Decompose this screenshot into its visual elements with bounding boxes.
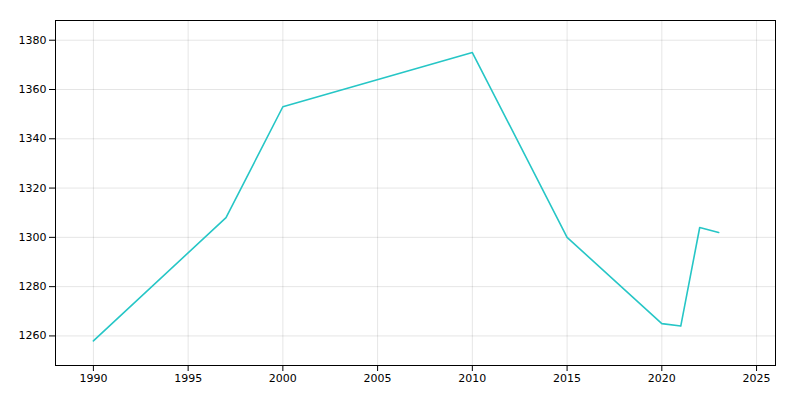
svg-text:2025: 2025 — [743, 372, 771, 385]
svg-text:1380: 1380 — [19, 34, 47, 47]
svg-text:1360: 1360 — [19, 83, 47, 96]
svg-text:1995: 1995 — [174, 372, 202, 385]
svg-text:2000: 2000 — [269, 372, 297, 385]
svg-text:2005: 2005 — [364, 372, 392, 385]
svg-text:2010: 2010 — [458, 372, 486, 385]
svg-text:1280: 1280 — [19, 280, 47, 293]
svg-text:1320: 1320 — [19, 182, 47, 195]
svg-text:2020: 2020 — [648, 372, 676, 385]
svg-text:1340: 1340 — [19, 132, 47, 145]
svg-text:1300: 1300 — [19, 231, 47, 244]
svg-text:1990: 1990 — [79, 372, 107, 385]
svg-text:1260: 1260 — [19, 329, 47, 342]
svg-text:2015: 2015 — [553, 372, 581, 385]
